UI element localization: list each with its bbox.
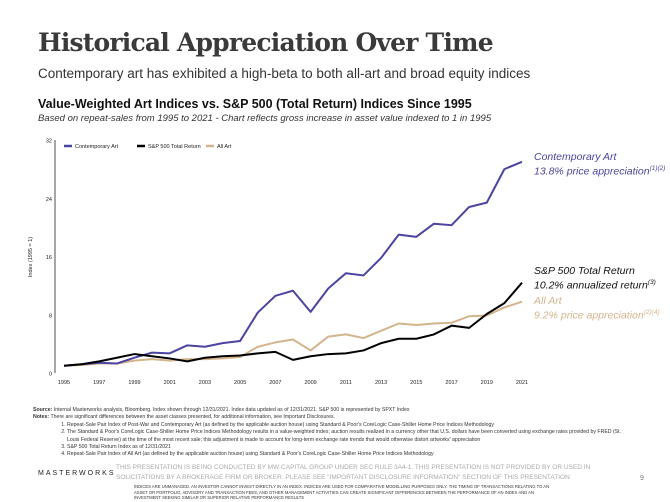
chart-title: Value-Weighted Art Indices vs. S&P 500 (… xyxy=(38,97,472,111)
disclaimer: THIS PRESENTATION IS BEING CONDUCTED BY … xyxy=(116,464,591,481)
x-tick-label: 2013 xyxy=(375,380,387,386)
series-line-s-p-500-total-return xyxy=(63,282,523,367)
note-item: Repeat-Sale Pair Index of All Art (as de… xyxy=(67,451,633,458)
x-tick-label: 2019 xyxy=(481,380,493,386)
page-number: 9 xyxy=(640,475,644,482)
y-tick-label: 8 xyxy=(49,313,52,319)
annotation-sp500: S&P 500 Total Return 10.2% annualized re… xyxy=(534,265,656,292)
y-tick-label: 32 xyxy=(46,139,52,145)
notes-intro: There are significant differences betwee… xyxy=(50,414,336,421)
x-tick-label: 1995 xyxy=(58,380,70,386)
x-tick-label: 2005 xyxy=(234,380,246,386)
annotation-sup: (2)(4) xyxy=(643,309,660,316)
annotation-name: Contemporary Art xyxy=(534,151,617,163)
annotation-name: S&P 500 Total Return xyxy=(534,265,635,277)
x-tick-label: 2015 xyxy=(410,380,422,386)
x-tick-label: 2017 xyxy=(445,380,457,386)
legend-label: Contemporary Art xyxy=(75,144,119,150)
annotation-all-art: All Art 9.2% price appreciation(2)(4) xyxy=(534,295,660,322)
x-tick-label: 2001 xyxy=(164,380,176,386)
note-item: The Standard & Poor's CoreLogic Case-Shi… xyxy=(67,429,633,444)
line-chart: 0 8 16 24 32 1995 1997 1999 2001 2003 2005 2007 2009… xyxy=(28,139,528,387)
source-label: Source: xyxy=(33,407,53,413)
source-text: Internal Masterworks analysis, Bloomberg… xyxy=(53,407,410,413)
notes-label: Notes: xyxy=(33,414,50,421)
note-item: Repeat-Sale Pair Index of Post-War and C… xyxy=(67,422,633,429)
annotation-text: 10.2% annualized return xyxy=(534,279,648,292)
annotation-text: 13.8% price appreciation xyxy=(534,165,650,178)
x-tick-label: 2011 xyxy=(340,380,352,386)
notes-section: Source: Internal Masterworks analysis, B… xyxy=(33,407,633,459)
x-tick-label: 2009 xyxy=(304,380,316,386)
annotation-sup: (3) xyxy=(647,279,656,286)
page-title: Historical Appreciation Over Time xyxy=(38,28,494,57)
series-line-all-art xyxy=(63,300,523,367)
y-tick-label: 16 xyxy=(46,255,52,261)
annotation-sup: (1)(2) xyxy=(649,165,666,172)
x-tick-label: 1997 xyxy=(93,380,105,386)
legend-label: S&P 500 Total Return xyxy=(148,144,201,150)
page-subtitle: Contemporary art has exhibited a high-be… xyxy=(38,66,531,81)
y-tick-label: 24 xyxy=(46,197,52,203)
annotation-text: 9.2% price appreciation xyxy=(534,309,644,322)
x-tick-label: 1999 xyxy=(128,380,140,386)
x-tick-label: 2007 xyxy=(269,380,281,386)
y-axis-label: Index (1995 = 1) xyxy=(28,237,34,277)
x-tick-label: 2021 xyxy=(516,380,528,386)
legend-label: All Art xyxy=(217,144,232,150)
note-item: S&P 500 Total Return Index as of 12/31/2… xyxy=(67,444,633,451)
y-tick-label: 0 xyxy=(49,372,52,378)
x-tick-label: 2003 xyxy=(199,380,211,386)
annotation-name: All Art xyxy=(534,295,562,307)
masterworks-logo: MASTERWORKS xyxy=(38,470,116,477)
annotation-contemporary: Contemporary Art 13.8% price appreciatio… xyxy=(534,151,665,178)
chart-subtitle: Based on repeat-sales from 1995 to 2021 … xyxy=(38,113,492,124)
fine-print: INDICES ARE UNMANAGED. AN INVESTOR CANNO… xyxy=(134,484,550,500)
series-line-contemporary-art xyxy=(63,160,523,367)
